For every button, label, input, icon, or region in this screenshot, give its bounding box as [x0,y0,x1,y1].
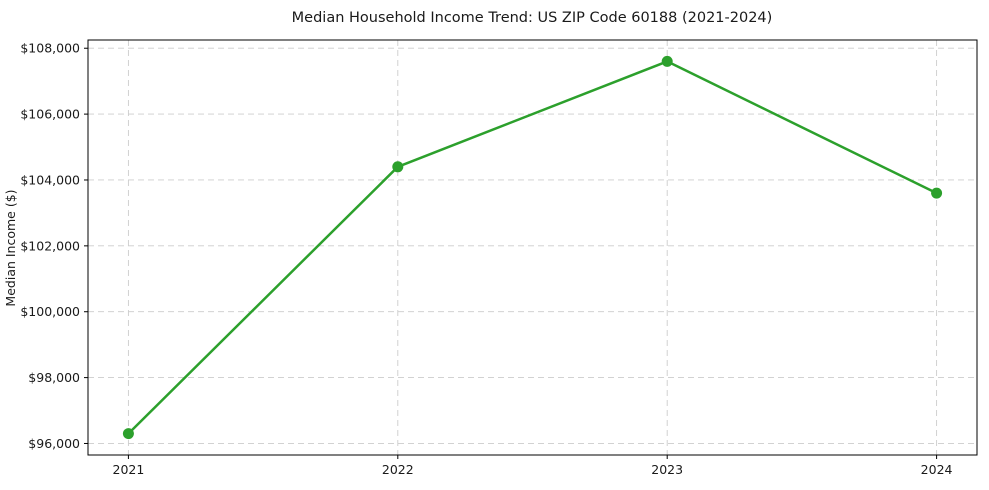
data-point-2024 [931,187,943,199]
axes [84,39,978,459]
gridlines [88,40,977,455]
data-point-2023 [661,55,673,67]
y-tick-label: $98,000 [28,370,80,385]
y-tick-label: $106,000 [20,107,80,122]
y-tick-label: $102,000 [20,238,80,253]
y-tick-label: $104,000 [20,172,80,187]
chart-title: Median Household Income Trend: US ZIP Co… [292,10,773,26]
y-tick-label: $108,000 [20,41,80,56]
data-point-2021 [122,428,134,440]
y-axis-label: Median Income ($) [3,189,18,306]
x-tick-label: 2021 [113,462,145,477]
x-tick-label: 2022 [382,462,414,477]
y-tick-label: $100,000 [20,304,80,319]
x-tick-label: 2024 [921,462,953,477]
tick-labels: $96,000 $98,000 $100,000 $102,000 $104,000 $1… [20,41,952,477]
data-point-2022 [392,161,404,173]
plot-border [87,39,978,456]
data-series [122,55,943,440]
trend-line [127,60,938,435]
x-tick-label: 2023 [651,462,683,477]
y-tick-label: $96,000 [28,436,80,451]
